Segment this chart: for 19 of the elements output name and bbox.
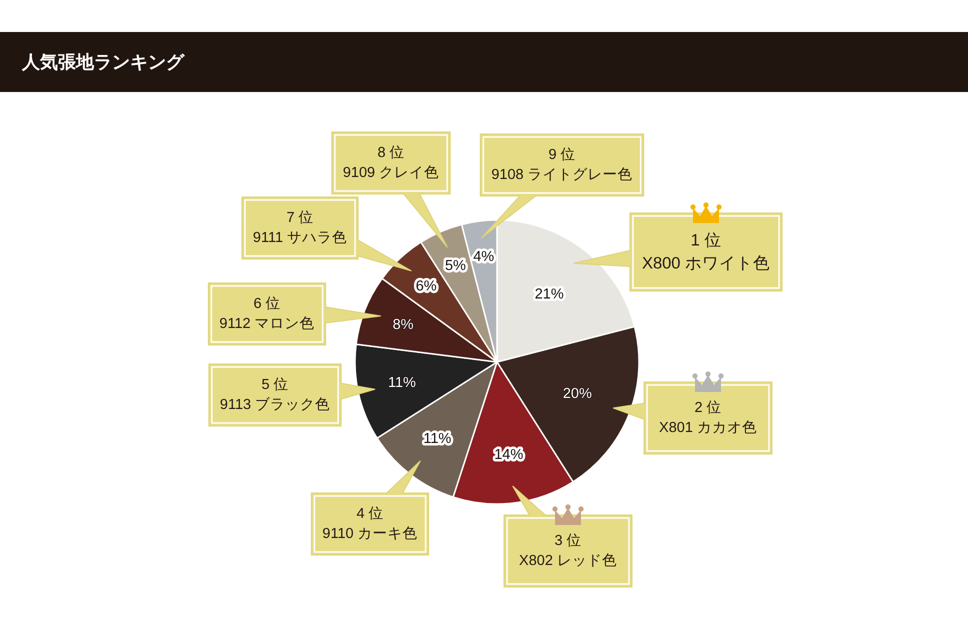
data-label: 6% bbox=[416, 278, 437, 295]
slice-label: 5 位 9113 ブラック色 bbox=[220, 376, 330, 413]
slice-label: 2 位 X801 カカオ色 bbox=[659, 399, 757, 436]
slice-label: 7 位 9111 サハラ色 bbox=[252, 209, 348, 246]
slice-label: 8 位 9109 クレイ色 bbox=[342, 144, 440, 181]
data-label: 21% bbox=[534, 286, 564, 303]
slice-label: 4 位 9110 カーキ色 bbox=[322, 505, 418, 542]
chart-title: 人気張地ランキング bbox=[21, 52, 185, 72]
slice-label: 3 位 X802 レッド色 bbox=[519, 532, 617, 569]
slice-label: 9 位 9108 ライトグレー色 bbox=[491, 146, 633, 183]
data-label: 20% bbox=[562, 386, 592, 402]
data-label: 5% bbox=[444, 258, 466, 274]
slice-label: 6 位 9112 マロン色 bbox=[219, 295, 315, 332]
data-label: 4% bbox=[473, 248, 494, 265]
data-label: 11% bbox=[388, 375, 416, 392]
data-label: 11% bbox=[423, 430, 452, 447]
slice-label: 1 位 X800 ホワイト色 bbox=[642, 232, 770, 272]
data-label: 8% bbox=[392, 316, 414, 333]
data-label: 14% bbox=[494, 446, 524, 463]
